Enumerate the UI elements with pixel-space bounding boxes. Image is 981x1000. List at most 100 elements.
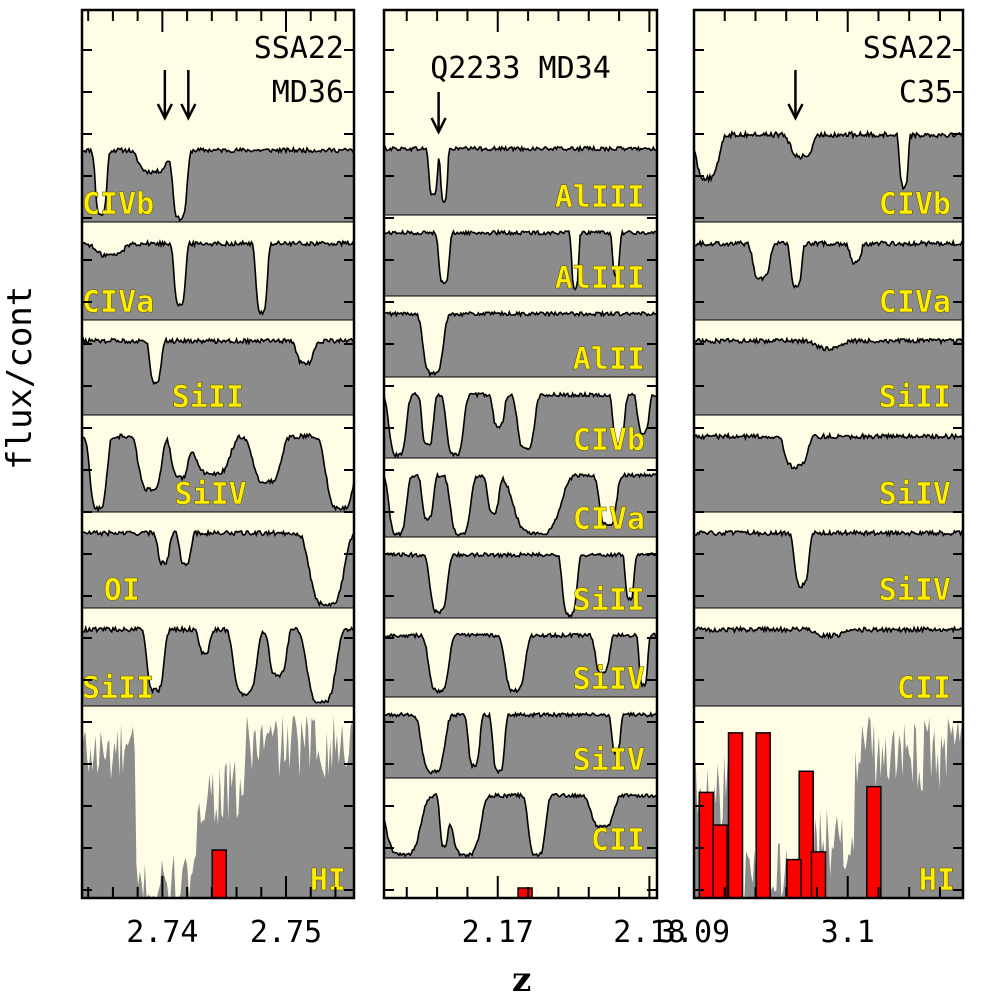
strip-label: CIVa	[573, 502, 645, 537]
strip-label: SiIV	[879, 573, 951, 608]
spectrum-fill	[384, 552, 657, 618]
strip-label: SiII	[573, 583, 645, 618]
spectrum-line	[383, 711, 658, 775]
spectrum-fill	[82, 530, 354, 608]
arrow-2	[180, 70, 197, 121]
spectrum-fill	[384, 793, 657, 858]
panel-frame	[80, 8, 356, 900]
spectrum-line	[383, 791, 658, 858]
spectrum-fill	[384, 311, 657, 377]
spectrum-line	[693, 528, 964, 589]
spectrum-fill	[384, 146, 657, 215]
strip-7: SiIV	[383, 631, 658, 698]
strip-5: OI	[81, 528, 355, 609]
hi-region	[517, 887, 533, 899]
strip-label: CIVa	[82, 285, 154, 320]
spectrum-line	[383, 144, 658, 203]
hi-bar-6	[786, 858, 802, 899]
arrow-1	[430, 92, 447, 135]
arrow-head	[430, 117, 447, 135]
x-tick-label: 3.1	[821, 915, 875, 950]
x-tick-label: 2.74	[126, 915, 198, 950]
spectrum-line	[693, 336, 964, 352]
spectrum-line	[81, 145, 355, 222]
strip-label: SiIV	[879, 477, 951, 512]
spectrum-line	[694, 238, 964, 289]
panel-title: MD36	[272, 75, 344, 110]
strip-label: AlIII	[555, 261, 645, 296]
panel-frame	[692, 8, 965, 900]
spectrum-fill	[384, 633, 657, 697]
panel-frame	[382, 8, 659, 900]
panel-2: AlIII AlIII AlII CIVb CIVa SiII SiIV SiIV CII Q22…	[382, 8, 686, 950]
hi-fill	[694, 716, 963, 898]
x-axis-label: z	[512, 960, 532, 1000]
hi-fill	[82, 715, 354, 898]
arrow-1	[156, 70, 173, 121]
strip-4: SiIV	[693, 431, 964, 513]
panel-title: C35	[899, 75, 953, 110]
strip-label: SiIV	[573, 743, 645, 778]
x-tick-label: 2.18	[613, 915, 685, 950]
spectrum-line	[693, 431, 964, 470]
hi-label: HI	[310, 863, 346, 898]
strip-4: CIVb	[383, 390, 658, 459]
spectrum-fill	[384, 713, 657, 778]
spectrum-fill	[82, 338, 354, 415]
strip-2: AlIII	[383, 228, 658, 297]
spectrum-line	[383, 309, 658, 378]
hi-label: HI	[919, 863, 955, 898]
arrow-1	[787, 70, 804, 121]
spectrum-fill	[694, 241, 963, 320]
panel-3: CIVb CIVa SiII SiIV SiIV CII HI SSA22 C35 3.09 3.1	[658, 8, 965, 950]
spectrum-line	[383, 390, 658, 459]
spectrum-line	[383, 228, 658, 291]
spectrum-fill	[694, 627, 963, 706]
panel-title: SSA22	[254, 31, 344, 66]
spectrum-line	[81, 239, 355, 316]
spectrum-fill	[694, 530, 963, 608]
strip-3: SiII	[693, 336, 964, 416]
strip-3: AlII	[383, 309, 658, 378]
strip-5: CIVa	[383, 471, 658, 538]
strip-2: CIVa	[81, 239, 355, 321]
hi-bar-8	[866, 785, 882, 899]
strip-9: CII	[383, 791, 658, 859]
strip-label: AlII	[573, 342, 645, 377]
strip-label: OI	[104, 573, 140, 608]
spectrum-fill	[82, 241, 354, 320]
strip-label: CII	[591, 823, 645, 858]
spectrum-line	[693, 625, 964, 640]
strip-6: SiII	[383, 550, 658, 619]
spectrum-fill	[694, 132, 963, 222]
spectrum-line	[693, 129, 964, 191]
y-axis-label: flux/cont	[0, 285, 40, 470]
spectrum-fill	[694, 338, 963, 415]
spectrum-line	[383, 471, 658, 538]
strip-label: CIVa	[879, 285, 951, 320]
strip-5: SiIV	[693, 528, 964, 609]
hi-bar-4	[755, 732, 771, 899]
strip-label: CII	[897, 671, 951, 706]
strip-8: SiIV	[383, 711, 658, 779]
hi-region: HI	[694, 716, 963, 899]
hi-bar-7	[810, 851, 827, 899]
hi-bar-3	[727, 732, 744, 899]
strip-1: AlIII	[383, 144, 658, 216]
strip-6: SiII	[81, 624, 355, 707]
strip-label: CIVb	[879, 187, 951, 222]
strip-3: SiII	[81, 336, 355, 416]
strip-label: CIVb	[82, 187, 154, 222]
strip-1: CIVb	[693, 129, 964, 223]
spectrum-fill	[384, 393, 657, 458]
hi-region: HI	[82, 715, 354, 899]
panel-title: Q2233 MD34	[430, 51, 611, 86]
spectrum-line	[383, 631, 658, 695]
x-tick-label: 3.09	[658, 915, 730, 950]
strip-label: SiII	[172, 380, 244, 415]
x-tick-label: 2.75	[250, 915, 322, 950]
spectrum-line	[81, 528, 355, 608]
spectrum-fill	[694, 434, 963, 512]
hi-bar-1	[211, 849, 227, 899]
